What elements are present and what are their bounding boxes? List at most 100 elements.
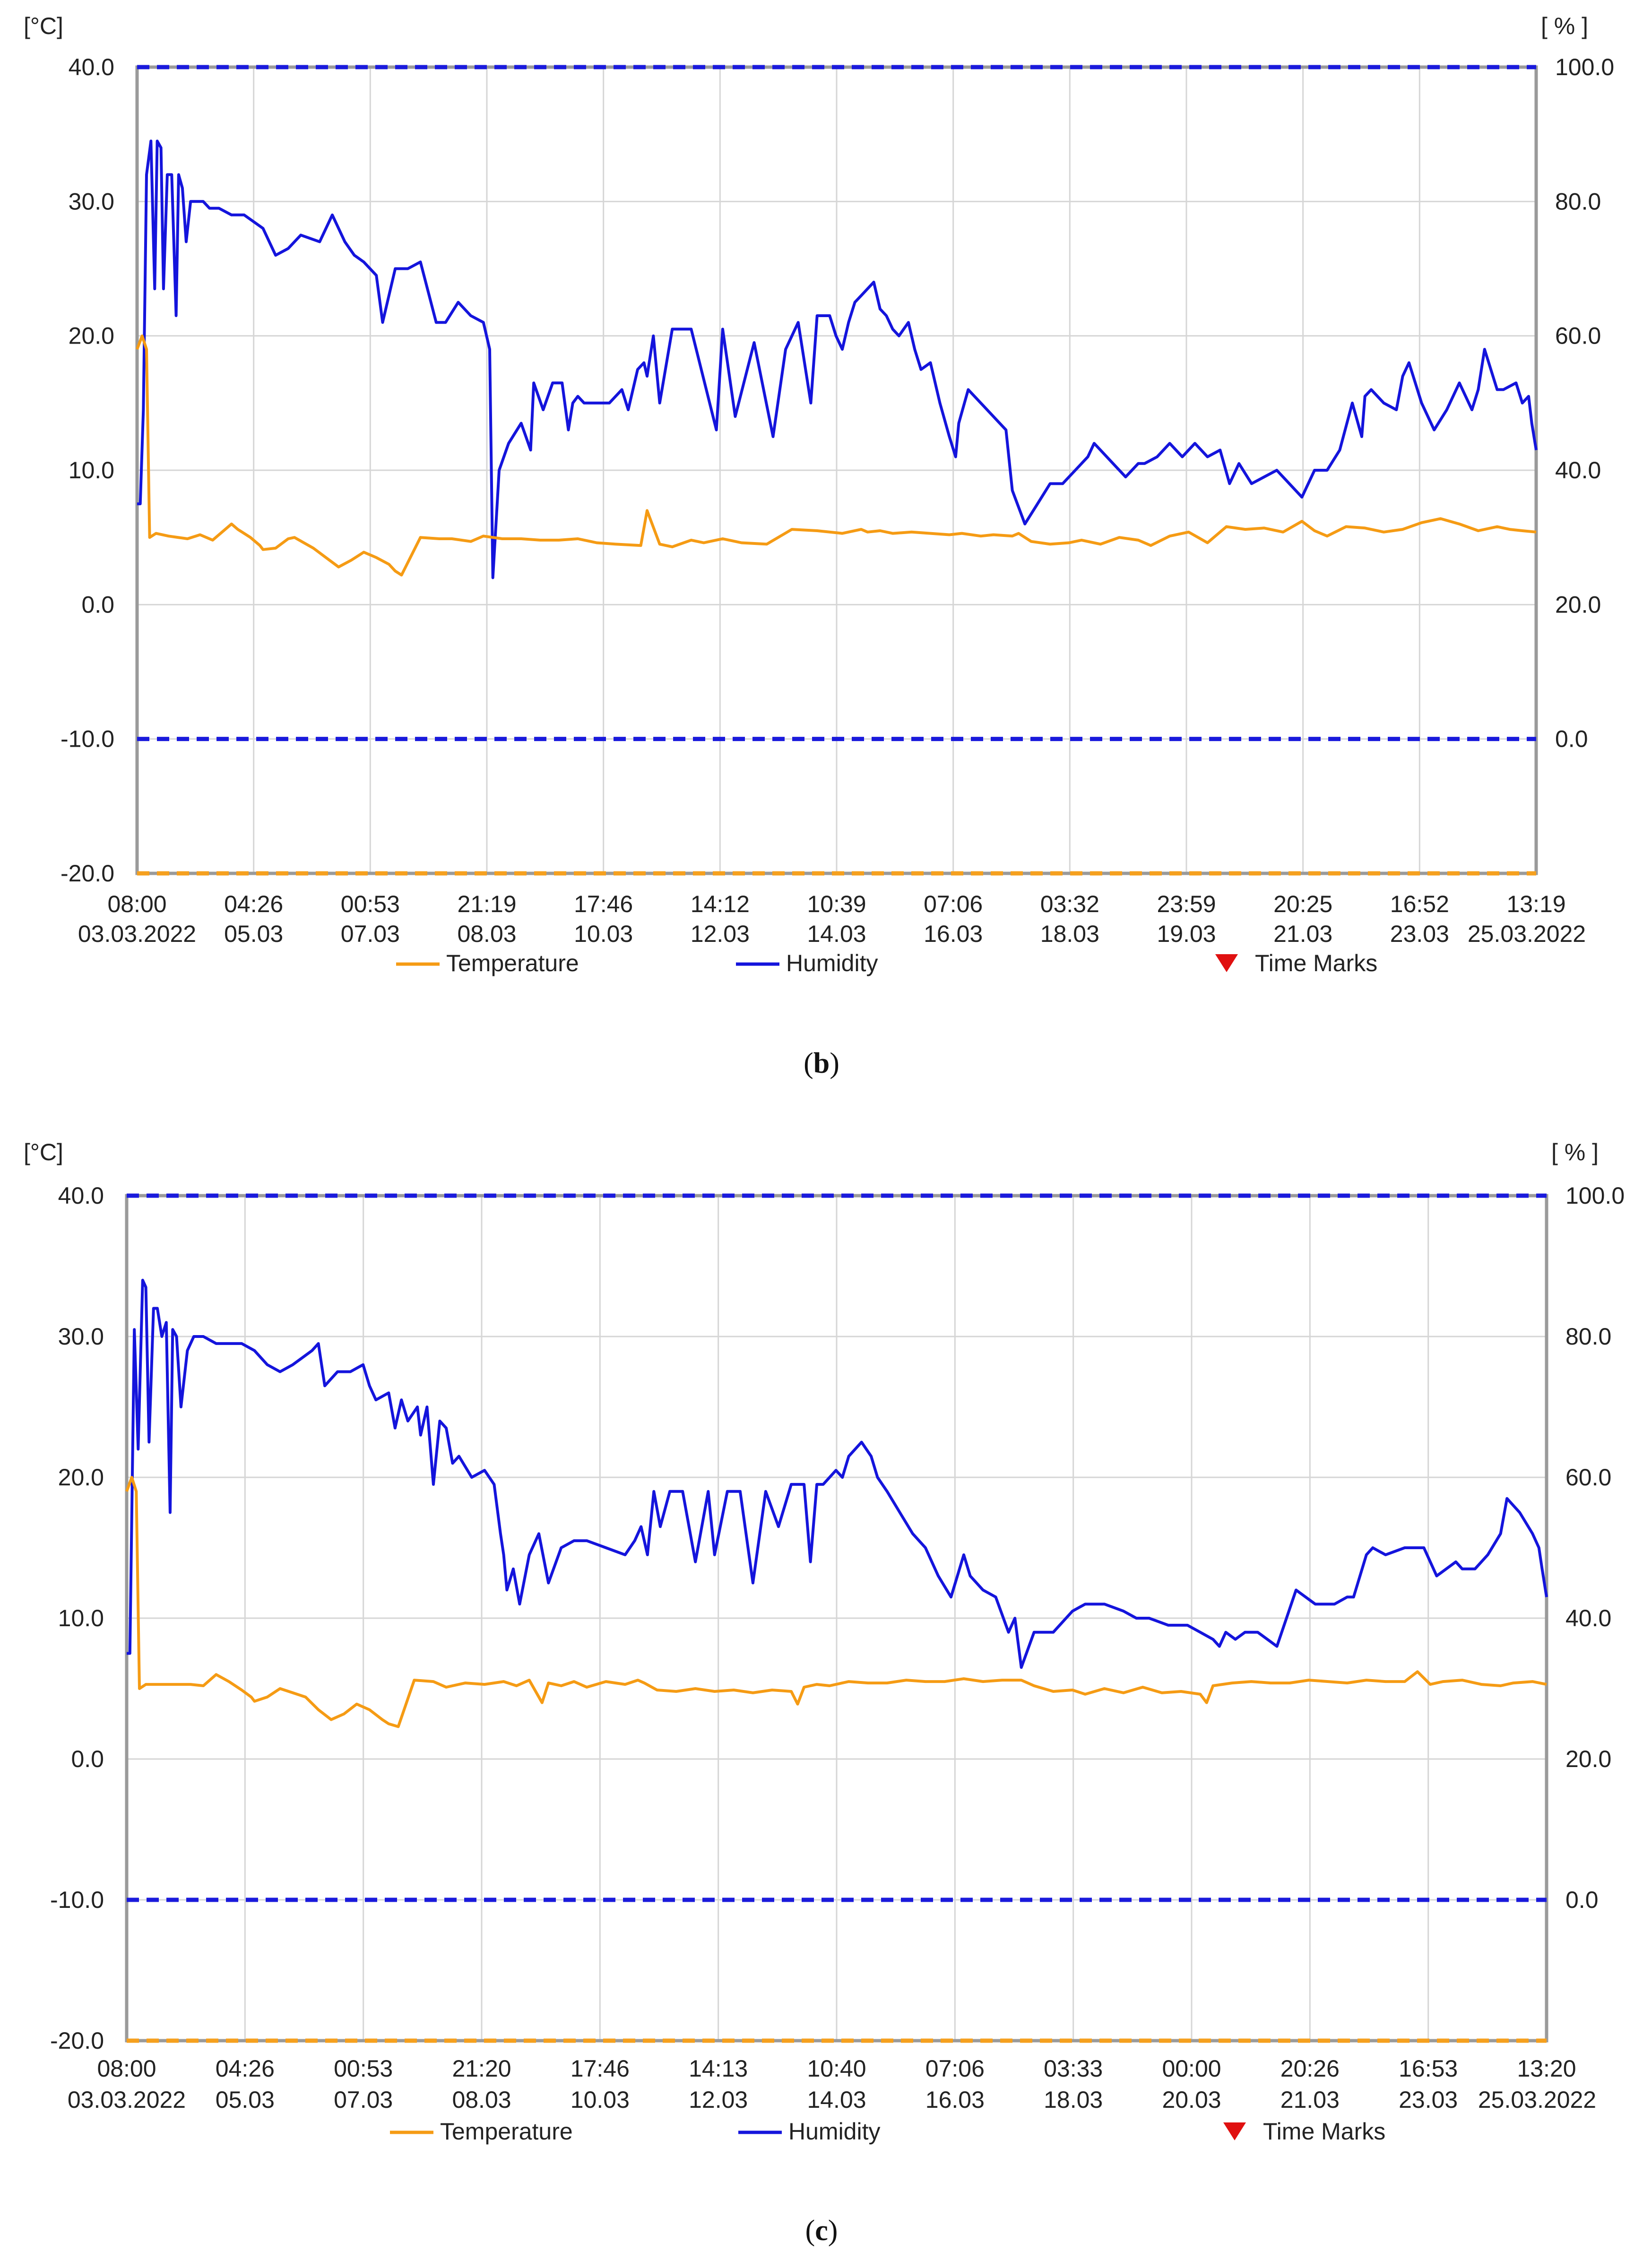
x-tick-date-label: 16.03 <box>924 921 983 947</box>
x-tick-time-label: 07:06 <box>925 2055 985 2082</box>
x-tick-time-label: 20:25 <box>1273 891 1332 917</box>
x-tick-date-label: 23.03 <box>1390 921 1449 947</box>
x-tick-date-label: 18.03 <box>1040 921 1099 947</box>
x-tick-date-label: 12.03 <box>689 2087 748 2113</box>
x-tick-time-label: 13:19 <box>1506 891 1565 917</box>
x-tick-time-label: 04:26 <box>224 891 283 917</box>
x-tick-time-label: 21:20 <box>452 2055 511 2082</box>
y-right-tick-label: 40.0 <box>1555 457 1601 483</box>
y-right-unit: [ % ] <box>1541 13 1588 39</box>
x-tick-date-label: 19.03 <box>1157 921 1216 947</box>
x-tick-date-label: 10.03 <box>571 2087 630 2113</box>
y-left-tick-label: -10.0 <box>50 1887 104 1913</box>
legend-temperature-label: Temperature <box>446 950 579 976</box>
y-left-tick-label: 40.0 <box>58 1182 104 1209</box>
y-right-tick-label: 20.0 <box>1555 591 1601 618</box>
x-tick-time-label: 03:32 <box>1040 891 1099 917</box>
x-tick-date-label: 05.03 <box>224 921 283 947</box>
x-tick-time-label: 00:53 <box>341 891 400 917</box>
y-left-tick-label: 20.0 <box>69 323 114 349</box>
chart-panel-b: 40.0 30.0 20.0 10.0 0.0 -10.0 -20.0 100.0 80.0 60… <box>24 13 1614 1079</box>
x-tick-date-label: 03.03.2022 <box>78 921 196 947</box>
x-tick-date-label: 08.03 <box>452 2087 511 2113</box>
legend: Temperature Humidity Time Marks <box>390 2118 1385 2145</box>
y-right-tick-label: 20.0 <box>1565 1746 1611 1772</box>
legend-humidity-label: Humidity <box>786 950 878 976</box>
y-left-tick-label: 30.0 <box>69 188 114 215</box>
legend-humidity-label: Humidity <box>788 2118 880 2145</box>
x-tick-date-label: 07.03 <box>334 2087 393 2113</box>
y-left-unit: [°C] <box>24 1139 63 1165</box>
y-right-tick-label: 100.0 <box>1565 1182 1625 1209</box>
legend-time-marks-label: Time Marks <box>1263 2118 1385 2145</box>
x-tick-time-label: 00:00 <box>1162 2055 1221 2082</box>
y-right-tick-label: 60.0 <box>1555 323 1601 349</box>
x-tick-time-label: 13:20 <box>1517 2055 1576 2082</box>
time-marks-icon <box>1215 954 1238 972</box>
x-tick-date-label: 21.03 <box>1280 2087 1340 2113</box>
panel-label: (b) <box>804 1047 839 1079</box>
x-tick-time-label: 23:59 <box>1157 891 1216 917</box>
x-tick-time-label: 16:53 <box>1399 2055 1458 2082</box>
y-left-tick-label: 10.0 <box>58 1605 104 1631</box>
x-tick-date-label: 14.03 <box>807 921 866 947</box>
x-tick-time-label: 14:13 <box>689 2055 748 2082</box>
time-marks-icon <box>1223 2122 1246 2140</box>
x-tick-date-label: 25.03.2022 <box>1468 921 1586 947</box>
x-tick-time-label: 20:26 <box>1280 2055 1340 2082</box>
temperature-series-line <box>125 1476 1547 1728</box>
panel-label: (c) <box>805 2215 838 2247</box>
x-tick-time-label: 08:00 <box>107 891 166 917</box>
y-left-tick-label: -20.0 <box>61 860 114 887</box>
y-left-tick-label: 40.0 <box>69 54 114 80</box>
y-right-tick-label: 40.0 <box>1565 1605 1611 1631</box>
x-tick-date-label: 20.03 <box>1162 2087 1221 2113</box>
y-left-unit: [°C] <box>24 13 63 39</box>
chart-panel-c: 40.0 30.0 20.0 10.0 0.0 -10.0 -20.0 100.0 80.0 60… <box>24 1139 1625 2247</box>
x-tick-time-label: 14:12 <box>691 891 750 917</box>
x-tick-date-label: 10.03 <box>574 921 633 947</box>
y-left-tick-label: 30.0 <box>58 1323 104 1350</box>
x-tick-date-label: 03.03.2022 <box>68 2087 186 2113</box>
plot-frame <box>125 1194 1548 2043</box>
x-tick-time-label: 08:00 <box>97 2055 156 2082</box>
x-tick-date-label: 05.03 <box>216 2087 275 2113</box>
x-tick-time-label: 17:46 <box>571 2055 630 2082</box>
x-tick-date-label: 08.03 <box>457 921 516 947</box>
x-tick-date-label: 12.03 <box>691 921 750 947</box>
y-right-tick-label: 0.0 <box>1555 726 1588 752</box>
x-tick-time-label: 17:46 <box>574 891 633 917</box>
x-tick-time-label: 07:06 <box>924 891 983 917</box>
y-left-tick-label: 10.0 <box>69 457 114 483</box>
legend-temperature-label: Temperature <box>440 2118 573 2145</box>
y-right-tick-label: 60.0 <box>1565 1464 1611 1491</box>
x-tick-time-label: 00:53 <box>334 2055 393 2082</box>
y-right-tick-label: 80.0 <box>1555 188 1601 215</box>
x-tick-date-label: 14.03 <box>807 2087 866 2113</box>
x-tick-time-label: 10:39 <box>807 891 866 917</box>
x-tick-time-label: 21:19 <box>457 891 516 917</box>
legend-time-marks-label: Time Marks <box>1255 950 1377 976</box>
x-tick-time-label: 03:33 <box>1044 2055 1103 2082</box>
y-right-tick-label: 0.0 <box>1565 1887 1599 1913</box>
x-tick-date-label: 21.03 <box>1273 921 1332 947</box>
humidity-series-line <box>127 1278 1548 1669</box>
x-tick-time-label: 10:40 <box>807 2055 866 2082</box>
gridlines <box>126 1195 1548 2042</box>
legend: Temperature Humidity Time Marks <box>396 950 1377 976</box>
x-tick-date-label: 25.03.2022 <box>1478 2087 1596 2113</box>
y-left-tick-label: 0.0 <box>71 1746 104 1772</box>
x-tick-date-label: 18.03 <box>1044 2087 1103 2113</box>
y-right-tick-label: 100.0 <box>1555 54 1614 80</box>
x-tick-date-label: 07.03 <box>341 921 400 947</box>
humidity-series-line <box>137 139 1538 579</box>
temperature-series-line <box>136 334 1537 577</box>
x-tick-date-label: 16.03 <box>925 2087 985 2113</box>
y-left-tick-label: -20.0 <box>50 2027 104 2054</box>
y-left-tick-label: 0.0 <box>81 591 114 618</box>
y-right-unit: [ % ] <box>1551 1139 1599 1165</box>
y-left-tick-label: -10.0 <box>61 726 114 752</box>
y-left-tick-label: 20.0 <box>58 1464 104 1491</box>
x-tick-time-label: 04:26 <box>216 2055 275 2082</box>
